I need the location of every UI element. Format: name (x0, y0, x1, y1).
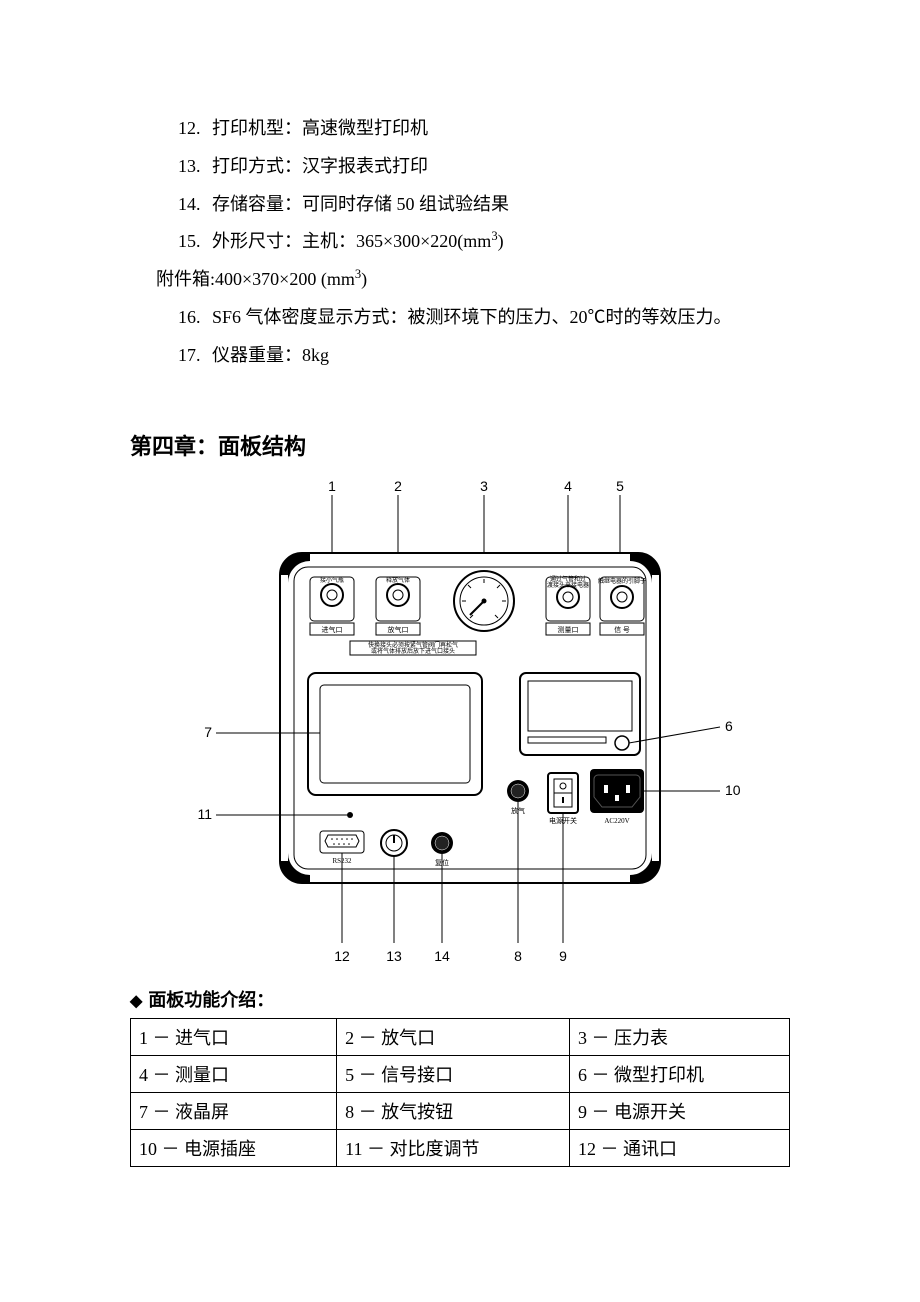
svg-text:AC220V: AC220V (604, 817, 629, 825)
appendix-dims: 附件箱:400×370×200 (mm3) (156, 261, 790, 299)
callout-3: 3 (480, 478, 488, 494)
func-intro-heading: ◆面板功能介绍： (130, 986, 790, 1012)
spec-16: 16.SF6 气体密度显示方式：被测环境下的压力、20℃时的等效压力。 (178, 299, 790, 337)
port-inlet: 接小气瓶 进气口 (310, 576, 354, 635)
function-table: 1 － 进气口 2 － 放气口 3 － 压力表 4 － 测量口 5 － 信号接口… (130, 1018, 790, 1167)
svg-text:或将气体排放后放下进气口接头: 或将气体排放后放下进气口接头 (371, 647, 455, 655)
table-row: 4 － 测量口 5 － 信号接口 6 － 微型打印机 (131, 1055, 790, 1092)
svg-text:快换接头必须按紧气管阀门再松气: 快换接头必须按紧气管阀门再松气 (368, 641, 458, 649)
svg-text:释放气体: 释放气体 (386, 576, 410, 584)
callout-2: 2 (394, 478, 402, 494)
callout-6: 6 (725, 718, 733, 734)
spec-14: 14.存储容量：可同时存储 50 组试验结果 (178, 186, 790, 224)
table-row: 1 － 进气口 2 － 放气口 3 － 压力表 (131, 1018, 790, 1055)
callout-1: 1 (328, 478, 336, 494)
pressure-gauge (454, 571, 514, 631)
callout-13: 13 (386, 948, 402, 964)
svg-text:放气口: 放气口 (388, 625, 409, 634)
svg-text:渡接头来接电器: 渡接头来接电器 (547, 581, 589, 589)
callout-7: 7 (204, 724, 212, 740)
svg-text:通过气管和过: 通过气管和过 (550, 575, 586, 583)
table-row: 10 － 电源插座 11 － 对比度调节 12 － 通讯口 (131, 1129, 790, 1166)
callout-12: 12 (334, 948, 350, 964)
callout-11: 11 (197, 806, 212, 822)
spec-17: 17.仪器重量：8kg (178, 337, 790, 375)
port-signal: 触继电器的引脚子 信 号 (598, 577, 646, 635)
callout-4: 4 (564, 478, 572, 494)
svg-text:触继电器的引脚子: 触继电器的引脚子 (598, 577, 646, 585)
svg-text:进气口: 进气口 (322, 625, 343, 634)
svg-text:信 号: 信 号 (614, 625, 630, 634)
callout-9: 9 (559, 948, 567, 964)
spec-13: 13.打印方式：汉字报表式打印 (178, 148, 790, 186)
svg-text:测量口: 测量口 (558, 626, 579, 634)
panel-diagram: 1 2 3 4 5 接小气瓶 (130, 473, 790, 978)
callout-8: 8 (514, 948, 522, 964)
knob (381, 830, 407, 856)
spec-15: 15.外形尺寸：主机：365×300×220(mm3) (178, 223, 790, 261)
contrast-screw (347, 812, 353, 818)
lcd-screen (308, 673, 482, 795)
callout-14: 14 (434, 948, 450, 964)
svg-text:接小气瓶: 接小气瓶 (320, 576, 344, 584)
port-outlet: 释放气体 放气口 (376, 576, 420, 635)
chapter-title: 第四章：面板结构 (130, 429, 790, 461)
spec-12: 12.打印机型：高速微型打印机 (178, 110, 790, 148)
callout-10: 10 (725, 782, 740, 798)
port-measure: 通过气管和过 渡接头来接电器 测量口 (546, 575, 590, 635)
micro-printer (520, 673, 640, 755)
table-row: 7 － 液晶屏 8 － 放气按钮 9 － 电源开关 (131, 1092, 790, 1129)
callout-5: 5 (616, 478, 624, 494)
